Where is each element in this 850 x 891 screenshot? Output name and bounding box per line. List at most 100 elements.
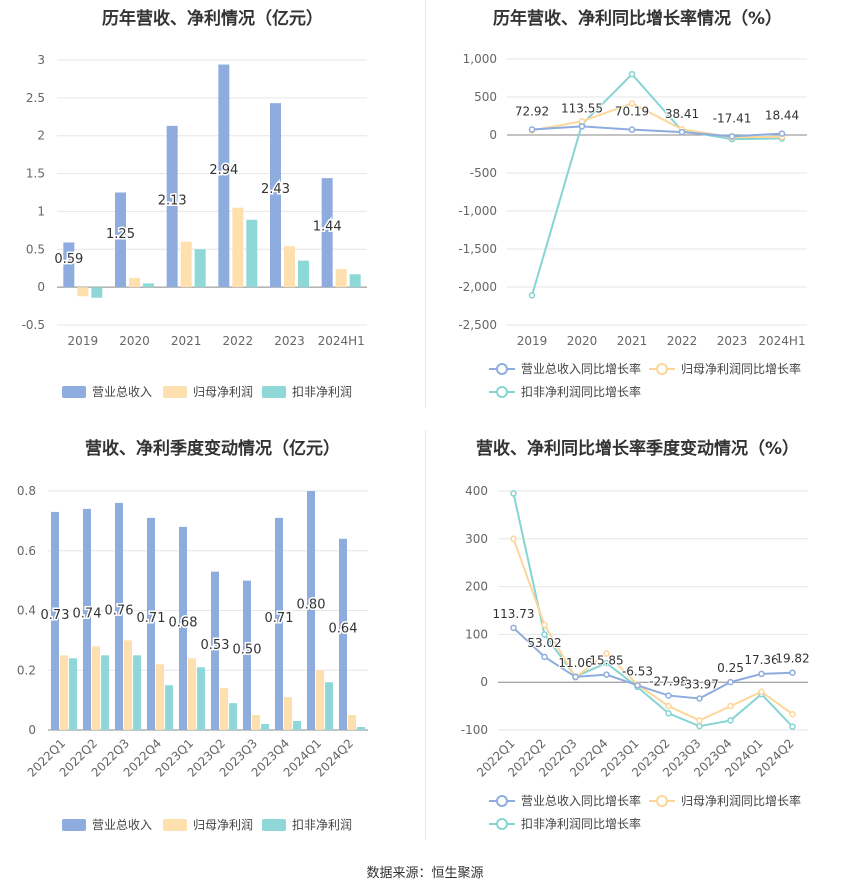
series-line-营业总收入同比增长率 <box>531 125 783 138</box>
y-tick-label: -0.5 <box>22 318 45 332</box>
y-tick-label: 0.4 <box>17 604 36 618</box>
data-label: 2.94 <box>209 163 238 178</box>
bar-归母净利润 <box>316 670 324 730</box>
legend-swatch <box>62 385 86 398</box>
legend: 营业总收入 归母净利润 扣非净利润 <box>0 383 425 399</box>
x-tick-label: 2023 <box>717 334 748 348</box>
bar-扣非净利润 <box>298 260 309 288</box>
data-point <box>789 669 796 676</box>
y-tick-label: 0 <box>480 675 488 689</box>
data-label: 0.25 <box>717 661 744 675</box>
legend-item-revenue[interactable]: 营业总收入 <box>62 816 152 833</box>
legend-swatch <box>163 385 187 398</box>
bar-扣非净利润 <box>261 724 269 730</box>
bar-扣非净利润 <box>246 219 258 288</box>
legend-item-deducted-profit[interactable]: 扣非净利润 <box>262 816 352 833</box>
data-point <box>727 717 734 724</box>
bar-扣非净利润 <box>69 658 77 730</box>
data-label: 38.41 <box>665 107 699 121</box>
bar-扣非净利润 <box>194 249 206 288</box>
annual-revenue-profit-chart: 历年营收、净利情况（亿元） -0.5 0 0.5 1 1.5 2 2.5 3 2019 0.59 2… <box>0 0 425 430</box>
data-point <box>628 100 636 107</box>
bar-营业总收入 <box>218 64 230 288</box>
data-label: 0.74 <box>73 606 102 621</box>
data-label: 2.13 <box>158 194 187 209</box>
legend-label: 归母净利润 <box>193 385 254 399</box>
data-label: 0.64 <box>329 621 358 636</box>
data-point <box>665 702 672 710</box>
bar-营业总收入 <box>166 125 178 288</box>
legend-label: 营业总收入同比增长率 <box>521 794 642 808</box>
legend-label: 扣非净利润 <box>292 818 353 832</box>
x-tick-label: 2023 <box>274 334 305 348</box>
legend-swatch <box>489 817 515 830</box>
y-tick-label: 300 <box>465 532 488 546</box>
data-point <box>528 126 536 133</box>
bar-归母净利润 <box>60 655 68 730</box>
data-point <box>528 292 536 299</box>
data-point <box>758 688 765 696</box>
data-label: -6.53 <box>622 664 653 678</box>
bar-归母净利润 <box>220 688 228 730</box>
bar-扣非净利润 <box>325 682 333 730</box>
legend-item-deducted-growth[interactable]: 扣非净利润同比增长率 <box>489 383 641 400</box>
legend-item-revenue-growth[interactable]: 营业总收入同比增长率 <box>489 360 641 377</box>
y-tick-label: 0.5 <box>26 242 45 256</box>
data-label: 0.50 <box>233 642 262 657</box>
legend-swatch <box>262 818 286 831</box>
legend-item-net-profit[interactable]: 归母净利润 <box>163 383 253 400</box>
data-label: 17.36 <box>744 653 778 667</box>
y-tick-label: 0 <box>489 128 497 142</box>
y-tick-label: 200 <box>465 580 488 594</box>
data-point <box>578 123 586 130</box>
x-tick-label: 2020 <box>567 334 598 348</box>
quarterly-revenue-profit-chart: 营收、净利季度变动情况（亿元） 0 0.2 0.4 0.6 0.8 2022Q1 0.73 2… <box>0 430 425 860</box>
bar-归母净利润 <box>188 658 196 730</box>
bar-营业总收入 <box>211 571 219 730</box>
data-label: 0.73 <box>41 608 70 623</box>
x-tick-label: 2024H1 <box>758 334 805 348</box>
y-tick-label: 1.5 <box>26 167 45 181</box>
data-point <box>778 130 786 137</box>
data-label: -17.41 <box>713 111 752 125</box>
legend-item-revenue[interactable]: 营业总收入 <box>62 383 152 400</box>
chart-svg: -2,500 -2,000 -1,500 -1,000 -500 0 500 1,000 201… <box>458 52 807 348</box>
legend-item-deducted-profit[interactable]: 扣非净利润 <box>262 383 352 400</box>
legend-label: 扣非净利润 <box>292 385 353 399</box>
legend: 营业总收入同比增长率 归母净利润同比增长率 扣非净利润同比增长率 <box>425 360 850 400</box>
series-line-归母净利润同比增长率 <box>512 538 794 722</box>
bar-扣非净利润 <box>229 703 237 730</box>
bar-扣非净利润 <box>349 274 361 288</box>
legend-item-net-growth[interactable]: 归母净利润同比增长率 <box>649 792 801 809</box>
chart-svg: -0.5 0 0.5 1 1.5 2 2.5 3 2019 0.59 2020 1.25 2021 2.1… <box>22 53 367 348</box>
x-tick-label: 2022 <box>667 334 698 348</box>
data-label: 1.44 <box>313 220 342 235</box>
y-tick-label: 1 <box>37 204 45 218</box>
data-point <box>510 490 517 497</box>
legend-swatch <box>489 385 515 398</box>
bar-归母净利润 <box>284 697 292 730</box>
chart-svg: -10001002003004002022Q12022Q22022Q32022Q… <box>461 484 811 780</box>
y-tick-label: 0.8 <box>17 484 36 498</box>
legend-item-revenue-growth[interactable]: 营业总收入同比增长率 <box>489 792 641 809</box>
legend-swatch <box>489 362 515 375</box>
data-label: 53.02 <box>527 636 561 650</box>
y-tick-label: 3 <box>37 53 45 67</box>
y-tick-label: 0 <box>28 723 36 737</box>
x-tick-label: 2021 <box>171 334 202 348</box>
bar-归母净利润 <box>348 715 356 730</box>
legend-item-net-growth[interactable]: 归母净利润同比增长率 <box>649 360 801 377</box>
data-label: 0.59 <box>54 252 83 267</box>
bar-营业总收入 <box>179 526 187 730</box>
y-tick-label: -1,000 <box>458 204 497 218</box>
data-point <box>510 535 517 543</box>
y-tick-label: 1,000 <box>463 52 497 66</box>
data-point <box>696 717 703 724</box>
chart-title: 营收、净利同比增长率季度变动情况（%） <box>475 439 800 459</box>
data-point <box>510 624 517 632</box>
legend-item-net-profit[interactable]: 归母净利润 <box>163 816 253 833</box>
legend-item-deducted-growth[interactable]: 扣非净利润同比增长率 <box>489 815 641 832</box>
series-line-营业总收入同比增长率 <box>512 627 793 700</box>
legend-swatch <box>649 362 675 375</box>
data-label: 19.82 <box>775 652 809 666</box>
